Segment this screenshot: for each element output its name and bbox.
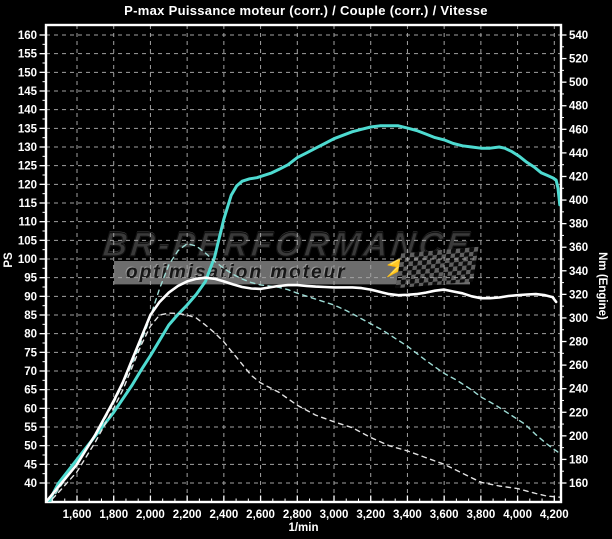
y-left-tick-label: 150 [18, 67, 37, 79]
x-tick-label: 3,800 [466, 509, 495, 521]
y-left-tick-label: 120 [18, 179, 37, 191]
x-tick-label: 2,000 [136, 509, 165, 521]
chart-title: P-max Puissance moteur (corr.) / Couple … [124, 3, 488, 18]
y-right-tick-label: 220 [569, 407, 588, 419]
y-right-tick-label: 380 [569, 219, 588, 231]
x-tick-label: 4,000 [503, 509, 532, 521]
y-left-tick-label: 145 [18, 86, 38, 98]
y-left-tick-label: 50 [24, 441, 37, 453]
y-left-tick-label: 65 [24, 385, 37, 397]
y-right-tick-label: 540 [569, 30, 588, 42]
y-left-tick-label: 80 [24, 329, 37, 341]
y-left-tick-label: 155 [18, 49, 38, 61]
y-left-tick-label: 85 [24, 310, 37, 322]
y-left-tick-label: 45 [24, 459, 37, 471]
y-right-tick-label: 440 [569, 148, 588, 160]
y-left-tick-label: 95 [24, 273, 37, 285]
y-right-tick-label: 240 [569, 384, 588, 396]
x-tick-label: 2,400 [209, 509, 238, 521]
y-right-tick-label: 300 [569, 313, 588, 325]
y-right-tick-label: 500 [569, 77, 588, 89]
y-left-tick-label: 60 [24, 403, 37, 415]
x-tick-label: 3,200 [356, 509, 385, 521]
series-group [47, 124, 560, 502]
y-left-tick-label: 115 [18, 198, 37, 210]
y-left-tick-label: 135 [18, 123, 38, 135]
y-left-tick-label: 70 [24, 366, 37, 378]
x-tick-label: 2,800 [283, 509, 312, 521]
x-tick-label: 3,600 [430, 509, 459, 521]
y-left-tick-label: 160 [18, 30, 37, 42]
x-tick-label: 2,600 [246, 509, 275, 521]
y-right-tick-label: 460 [569, 124, 588, 136]
y-left-tick-label: 55 [24, 422, 37, 434]
y-right-tick-label: 360 [569, 242, 588, 254]
y-left-tick-label: 40 [24, 478, 37, 490]
y-left-tick-label: 90 [24, 291, 37, 303]
axis-frame [44, 23, 563, 504]
y-right-tick-label: 480 [569, 101, 588, 113]
y-left-tick-label: 140 [18, 105, 37, 117]
y-left-axis-title: PS [3, 252, 15, 268]
x-tick-label: 3,400 [393, 509, 422, 521]
series-line-puissance-dashed [48, 312, 560, 502]
y-left-tick-label: 125 [18, 161, 38, 173]
y-left-tick-label: 110 [18, 217, 37, 229]
x-tick-label: 3,000 [320, 509, 349, 521]
x-axis-title: 1/min [288, 522, 319, 534]
series-line-couple-solid [47, 124, 560, 502]
y-right-tick-label: 180 [569, 454, 588, 466]
y-left-tick-label: 75 [24, 347, 37, 359]
y-right-axis-title: Nm (Engine) [596, 252, 608, 320]
y-left-tick-label: 130 [18, 142, 37, 154]
y-left-tick-label: 100 [18, 254, 37, 266]
y-right-tick-label: 400 [569, 195, 588, 207]
y-right-tick-label: 280 [569, 337, 588, 349]
series-line-couple-dashed [49, 242, 560, 502]
y-left-tick-label: 105 [18, 235, 38, 247]
x-tick-label: 4,200 [540, 509, 569, 521]
series-line-puissance-solid [47, 276, 558, 502]
y-right-tick-label: 420 [569, 171, 588, 183]
x-tick-label: 1,600 [63, 509, 92, 521]
y-right-tick-label: 320 [569, 289, 588, 301]
y-right-tick-label: 340 [569, 266, 588, 278]
y-right-tick-label: 520 [569, 54, 588, 66]
y-right-tick-label: 260 [569, 360, 588, 372]
x-tick-label: 1,800 [99, 509, 128, 521]
y-right-tick-label: 160 [569, 478, 588, 490]
x-tick-label: 2,200 [173, 509, 202, 521]
y-right-tick-label: 200 [569, 431, 588, 443]
